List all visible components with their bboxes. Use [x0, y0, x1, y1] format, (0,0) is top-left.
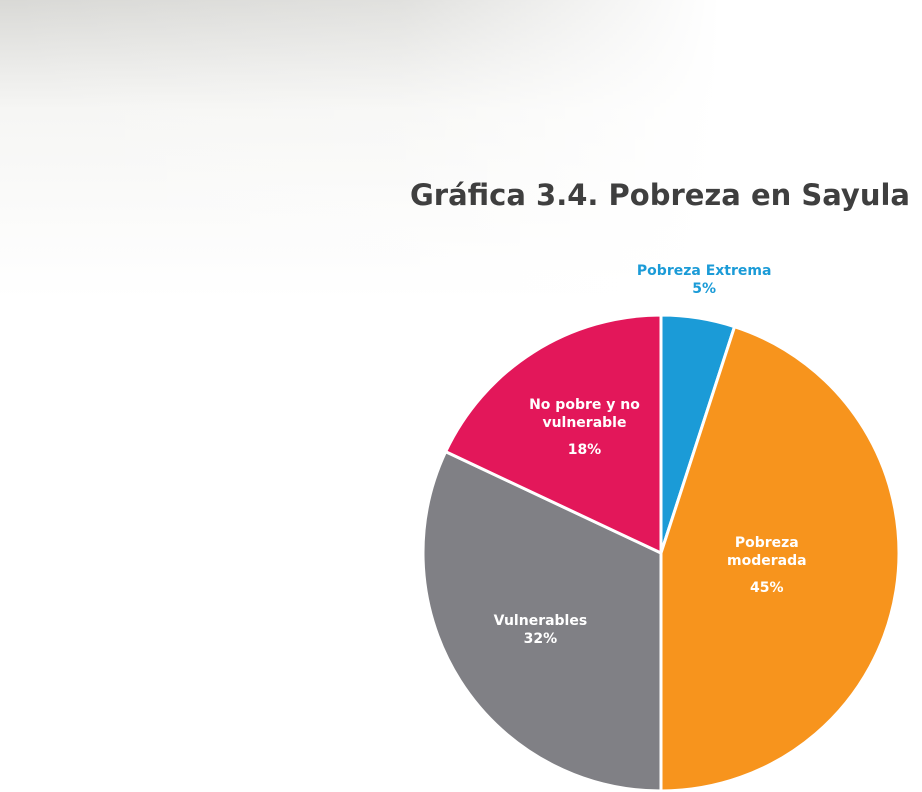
value-label: 18% [509, 441, 659, 459]
slice-label: No pobre y no vulnerable [519, 396, 649, 432]
slice-label: Pobreza Extrema [629, 262, 779, 280]
value-label: 5% [629, 280, 779, 298]
page: Gráfica 3.4. Pobreza en Sayula Pobreza E… [0, 0, 922, 792]
chart-title: Gráfica 3.4. Pobreza en Sayula [410, 178, 910, 212]
slice-label: Vulnerables [475, 612, 605, 630]
value-label: 32% [465, 630, 615, 648]
value-label: 45% [692, 579, 842, 597]
slice-label: Pobreza moderada [702, 534, 832, 570]
chart: Gráfica 3.4. Pobreza en Sayula [0, 0, 922, 792]
